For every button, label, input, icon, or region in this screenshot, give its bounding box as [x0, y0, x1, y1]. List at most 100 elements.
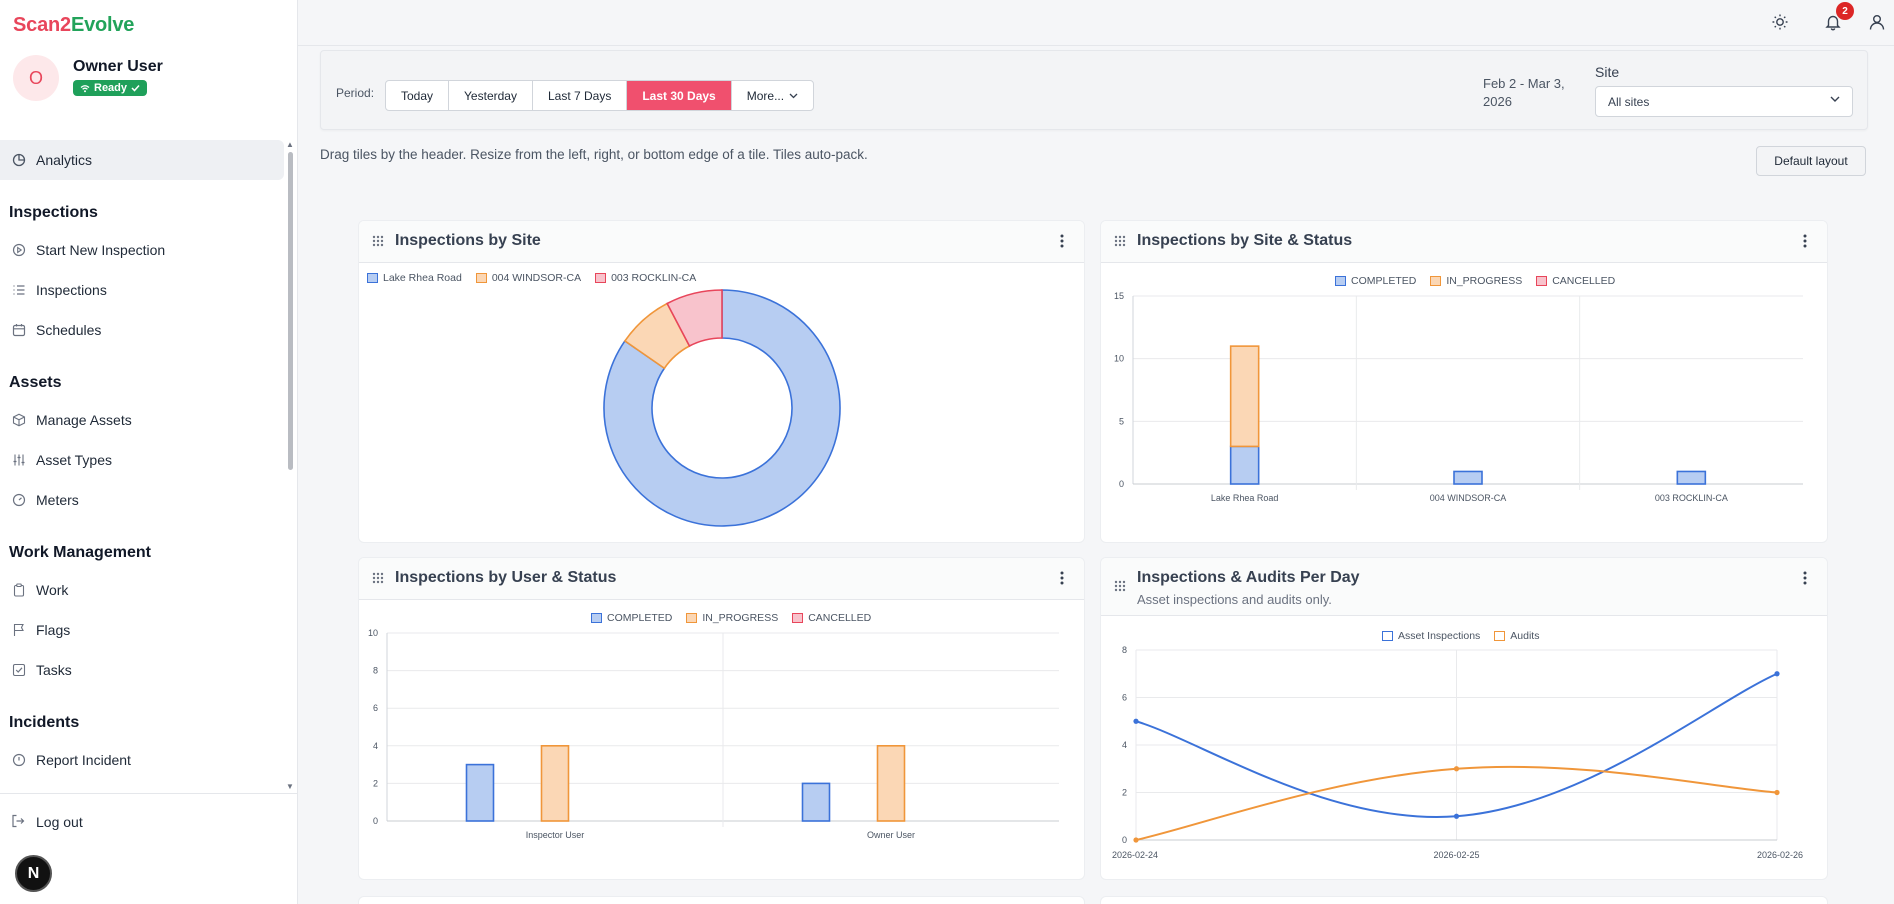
tile-header[interactable]: Inspections & Audits Per Day Asset inspe…: [1101, 558, 1827, 616]
section-work-management: Work Management: [9, 544, 151, 561]
tile-partial: [358, 896, 1085, 904]
chart-legend: COMPLETED IN_PROGRESS CANCELLED: [591, 612, 871, 624]
logout-button[interactable]: Log out: [0, 802, 297, 842]
kebab-menu-icon[interactable]: [1060, 233, 1064, 249]
sidebar-scrollbar[interactable]: [288, 152, 293, 470]
section-assets: Assets: [9, 374, 62, 391]
logout-label: Log out: [36, 814, 83, 830]
site-select[interactable]: All sites: [1595, 86, 1853, 117]
kebab-menu-icon[interactable]: [1803, 233, 1807, 249]
drag-handle-icon[interactable]: [372, 235, 384, 247]
list-icon: [11, 282, 27, 298]
drag-handle-icon[interactable]: [1114, 235, 1126, 247]
chart-legend: Asset Inspections Audits: [1382, 630, 1539, 642]
legend-item[interactable]: 003 ROCKLIN-CA: [595, 272, 696, 284]
y-tick-label: 8: [373, 666, 378, 676]
kebab-menu-icon[interactable]: [1803, 570, 1807, 586]
period-last-7-days-button[interactable]: Last 7 Days: [533, 81, 628, 110]
sidebar-item-label: Inspections: [36, 282, 107, 298]
sidebar-item-inspections[interactable]: Inspections: [0, 270, 286, 310]
site-select-value: All sites: [1608, 94, 1650, 109]
sidebar-item-work[interactable]: Work: [0, 570, 286, 610]
sidebar-item-flags[interactable]: Flags: [0, 610, 286, 650]
sidebar-footer: Log out: [0, 793, 297, 842]
sidebar-item-analytics[interactable]: Analytics: [0, 140, 284, 180]
app-logo[interactable]: Scan2Evolve: [13, 14, 134, 37]
sliders-icon: [11, 452, 27, 468]
y-tick-label: 2: [1122, 788, 1127, 798]
sidebar-item-meters[interactable]: Meters: [0, 480, 286, 520]
legend-item[interactable]: CANCELLED: [792, 612, 871, 624]
section-inspections: Inspections: [9, 204, 98, 221]
bell-icon[interactable]: [1822, 11, 1844, 33]
legend-label: CANCELLED: [1552, 275, 1616, 287]
scroll-down-arrow[interactable]: ▼: [286, 782, 294, 791]
legend-item[interactable]: Asset Inspections: [1382, 630, 1480, 642]
sidebar-item-label: Start New Inspection: [36, 242, 166, 258]
sidebar-item-start-new-inspection[interactable]: Start New Inspection: [0, 230, 286, 270]
site-label: Site: [1595, 64, 1620, 80]
period-more-label: More...: [746, 88, 785, 103]
x-tick-label: 003 ROCKLIN-CA: [1655, 493, 1728, 503]
scroll-up-arrow[interactable]: ▲: [286, 140, 294, 149]
legend-item[interactable]: Audits: [1494, 630, 1539, 642]
legend-item[interactable]: Lake Rhea Road: [367, 272, 462, 284]
sidebar-item-label: Meters: [36, 492, 79, 508]
filter-bar: Period: Today Yesterday Last 7 Days Last…: [320, 50, 1868, 130]
legend-item[interactable]: IN_PROGRESS: [686, 612, 778, 624]
bar: [540, 745, 570, 822]
period-more-button[interactable]: More...: [732, 81, 813, 110]
legend-label: IN_PROGRESS: [702, 612, 779, 624]
x-tick-label: 004 WINDSOR-CA: [1430, 493, 1507, 503]
legend-swatch: [792, 613, 804, 623]
legend-item[interactable]: CANCELLED: [1536, 275, 1615, 287]
user-block: O Owner User Ready: [13, 55, 163, 101]
period-label: Period:: [336, 86, 375, 100]
bar: [1229, 345, 1260, 448]
tile-header[interactable]: Inspections by Site: [359, 221, 1084, 263]
avatar[interactable]: O: [13, 55, 59, 101]
checkbox-icon: [11, 662, 27, 678]
data-point: [1133, 718, 1139, 724]
sidebar-item-report-incident[interactable]: Report Incident: [0, 740, 286, 780]
status-text: Ready: [94, 82, 128, 95]
legend-swatch: [1494, 631, 1506, 641]
tile-title: Inspections by Site: [395, 232, 541, 249]
default-layout-button[interactable]: Default layout: [1756, 146, 1866, 176]
tile-header[interactable]: Inspections by User & Status: [359, 558, 1084, 600]
period-yesterday-button[interactable]: Yesterday: [449, 81, 533, 110]
drag-handle-icon[interactable]: [1114, 580, 1126, 592]
sidebar-item-manage-assets[interactable]: Manage Assets: [0, 400, 286, 440]
y-tick-label: 0: [1119, 479, 1124, 489]
tile-header[interactable]: Inspections by Site & Status: [1101, 221, 1827, 263]
period-today-button[interactable]: Today: [386, 81, 450, 110]
legend-label: 003 ROCKLIN-CA: [611, 272, 697, 284]
bar: [801, 782, 831, 822]
dev-tools-badge[interactable]: N: [15, 855, 52, 892]
legend-item[interactable]: 004 WINDSOR-CA: [475, 272, 581, 284]
user-icon[interactable]: [1866, 11, 1888, 33]
data-point: [1453, 813, 1460, 819]
sidebar: Scan2Evolve O Owner User Ready Analytics…: [0, 0, 298, 904]
sidebar-item-label: Manage Assets: [36, 412, 132, 428]
wifi-icon: [80, 84, 90, 93]
legend-item[interactable]: IN_PROGRESS: [1430, 275, 1522, 287]
y-tick-label: 4: [373, 741, 378, 751]
legend-swatch: [595, 273, 607, 283]
bar: [465, 763, 495, 822]
data-point: [1453, 766, 1460, 772]
period-last-30-days-button[interactable]: Last 30 Days: [627, 81, 732, 110]
section-incidents: Incidents: [9, 714, 80, 731]
sidebar-item-asset-types[interactable]: Asset Types: [0, 440, 286, 480]
sidebar-item-label: Asset Types: [36, 452, 113, 468]
drag-handle-icon[interactable]: [372, 572, 384, 584]
kebab-menu-icon[interactable]: [1060, 570, 1064, 586]
sidebar-item-tasks[interactable]: Tasks: [0, 650, 286, 690]
legend-item[interactable]: COMPLETED: [591, 612, 672, 624]
sun-icon[interactable]: [1769, 11, 1791, 33]
legend-swatch: [686, 613, 698, 623]
sidebar-item-schedules[interactable]: Schedules: [0, 310, 286, 350]
legend-item[interactable]: COMPLETED: [1335, 275, 1416, 287]
chart-legend: Lake Rhea Road 004 WINDSOR-CA 003 ROCKLIN-…: [367, 272, 696, 284]
grouped-bar-chart: 0 2 4 6 8 10 Inspector User Owner User: [368, 628, 1059, 840]
